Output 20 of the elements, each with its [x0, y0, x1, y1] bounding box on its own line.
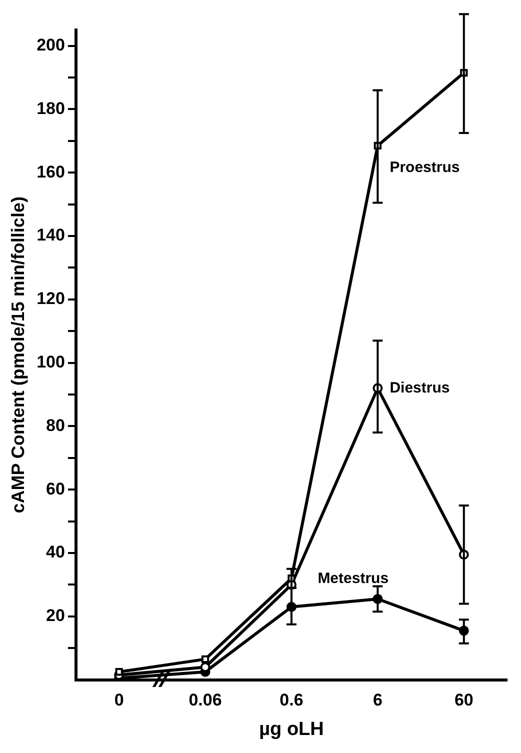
series-label: Proestrus [390, 158, 460, 176]
series-label: Diestrus [390, 379, 450, 396]
x-tick-label: 0.06 [188, 690, 222, 710]
x-tick-label: 6 [372, 690, 382, 710]
y-tick-label: 140 [36, 226, 65, 245]
x-tick-label: 60 [454, 690, 474, 710]
y-tick-label: 100 [36, 352, 65, 372]
y-tick-label: 40 [46, 542, 65, 562]
y-tick-label: 120 [36, 289, 65, 308]
series-label: Metestrus [318, 570, 389, 588]
y-tick-label: 60 [46, 479, 65, 498]
y-tick-label: 200 [36, 36, 65, 55]
y-tick-label: 80 [46, 416, 65, 435]
y-tick-label: 20 [46, 606, 65, 626]
x-tick-label: 0 [114, 690, 124, 710]
y-tick-label: 180 [36, 98, 65, 118]
x-axis-title: µg oLH [259, 718, 324, 740]
y-tick-label: 160 [36, 162, 65, 182]
x-tick-label: 0.6 [280, 690, 304, 710]
y-axis-title: cAMP Content (pmole/15 min/follicle) [8, 196, 28, 514]
